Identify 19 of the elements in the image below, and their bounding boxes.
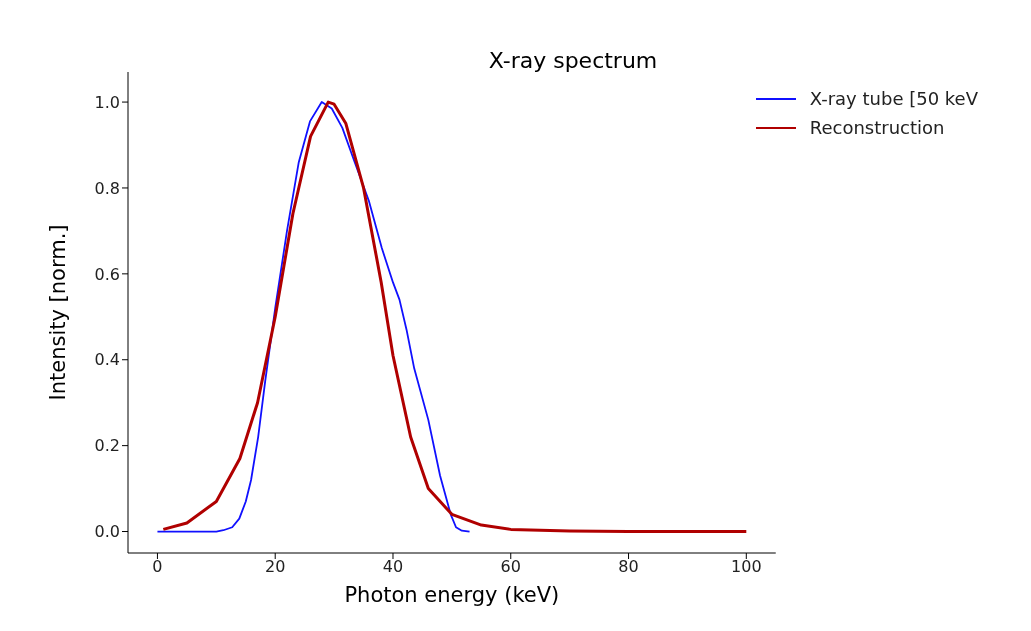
y-tick-label: 0.8 [94,178,120,198]
x-tick-label: 80 [618,557,639,577]
line-series [161,100,748,534]
chart-title: X-ray spectrum [487,48,659,73]
x-axis-title: Photon energy (keV) [344,582,560,607]
legend-label: X-ray tube [50 keV [809,88,978,109]
legend-label: Reconstruction [809,117,945,138]
y-tick-label: 0.2 [94,436,120,456]
x-tick-label: 60 [500,557,521,577]
line-series [156,101,471,533]
y-axis-title: Intensity [norm.] [46,224,71,401]
y-tick-label: 0.0 [94,522,120,542]
y-tick-label: 0.6 [94,264,120,284]
y-tick-label: 1.0 [94,92,120,112]
x-tick-label: 20 [265,557,286,577]
y-tick-label: 0.4 [94,350,120,370]
x-tick-label: 40 [382,557,404,577]
x-tick-label: 100 [731,557,762,577]
x-tick-label: 0 [152,557,163,577]
